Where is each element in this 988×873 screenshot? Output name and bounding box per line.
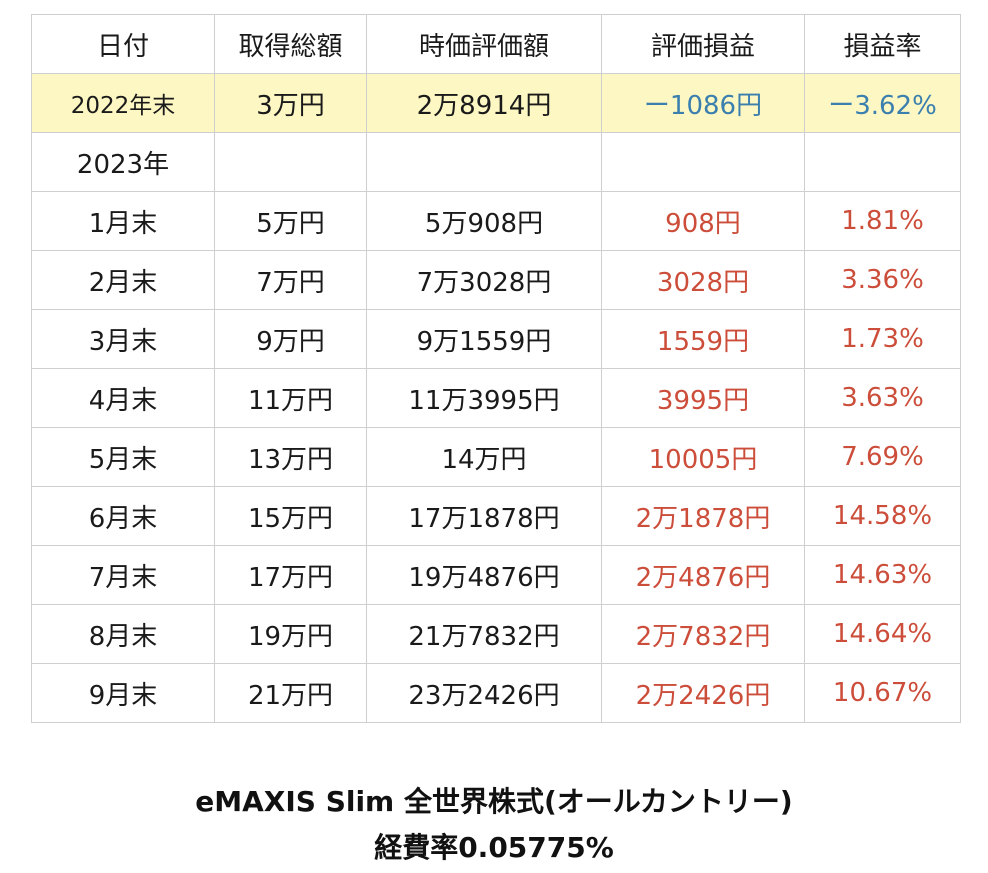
value-cell: 11万3995円	[366, 368, 602, 428]
empty-cell	[601, 132, 805, 192]
table-row: 1月末 5万円 5万908円 908円 1.81%	[31, 191, 961, 251]
header-value: 時価評価額	[366, 14, 602, 74]
value-cell: 14万円	[366, 427, 602, 487]
rate-cell: ー3.62%	[804, 73, 961, 133]
rate-cell: 10.67%	[804, 663, 961, 723]
rate-cell: 1.73%	[804, 309, 961, 369]
table-row: 9月末 21万円 23万2426円 2万2426円 10.67%	[31, 663, 961, 723]
date-cell: 4月末	[31, 368, 215, 428]
performance-table-container: 日付 取得総額 時価評価額 評価損益 損益率 2022年末 3万円 2万8914…	[31, 14, 961, 723]
cost-cell: 7万円	[214, 250, 367, 310]
pnl-cell: 1559円	[601, 309, 805, 369]
header-date: 日付	[31, 14, 215, 74]
rate-cell: 1.81%	[804, 191, 961, 251]
rate-cell: 3.63%	[804, 368, 961, 428]
empty-cell	[214, 132, 367, 192]
value-cell: 7万3028円	[366, 250, 602, 310]
cost-cell: 3万円	[214, 73, 367, 133]
pnl-cell: 2万2426円	[601, 663, 805, 723]
expense-ratio-caption: 経費率0.05775%	[374, 831, 614, 864]
pnl-cell: 3995円	[601, 368, 805, 428]
rate-cell: 14.63%	[804, 545, 961, 605]
empty-cell	[804, 132, 961, 192]
rate-cell: 14.64%	[804, 604, 961, 664]
year-label-cell: 2023年	[31, 132, 215, 192]
header-row: 日付 取得総額 時価評価額 評価損益 損益率	[31, 14, 961, 74]
cost-cell: 17万円	[214, 545, 367, 605]
table-row: 6月末 15万円 17万1878円 2万1878円 14.58%	[31, 486, 961, 546]
rate-cell: 14.58%	[804, 486, 961, 546]
table-row: 5月末 13万円 14万円 10005円 7.69%	[31, 427, 961, 487]
cost-cell: 11万円	[214, 368, 367, 428]
value-cell: 2万8914円	[366, 73, 602, 133]
date-cell: 6月末	[31, 486, 215, 546]
year-label-row: 2023年	[31, 132, 961, 192]
header-rate: 損益率	[804, 14, 961, 74]
pnl-cell: 2万7832円	[601, 604, 805, 664]
date-cell: 2月末	[31, 250, 215, 310]
pnl-cell: 2万1878円	[601, 486, 805, 546]
rate-cell: 7.69%	[804, 427, 961, 487]
date-cell: 7月末	[31, 545, 215, 605]
value-cell: 21万7832円	[366, 604, 602, 664]
value-cell: 9万1559円	[366, 309, 602, 369]
fund-name-caption: eMAXIS Slim 全世界株式(オールカントリー)	[195, 785, 793, 818]
table-row: 4月末 11万円 11万3995円 3995円 3.63%	[31, 368, 961, 428]
date-cell: 9月末	[31, 663, 215, 723]
value-cell: 17万1878円	[366, 486, 602, 546]
pnl-cell: ー1086円	[601, 73, 805, 133]
performance-table: 日付 取得総額 時価評価額 評価損益 損益率 2022年末 3万円 2万8914…	[31, 14, 961, 723]
table-row: 8月末 19万円 21万7832円 2万7832円 14.64%	[31, 604, 961, 664]
cost-cell: 9万円	[214, 309, 367, 369]
pnl-cell: 2万4876円	[601, 545, 805, 605]
date-cell: 5月末	[31, 427, 215, 487]
pnl-cell: 908円	[601, 191, 805, 251]
date-cell: 1月末	[31, 191, 215, 251]
table-row: 2月末 7万円 7万3028円 3028円 3.36%	[31, 250, 961, 310]
value-cell: 19万4876円	[366, 545, 602, 605]
rate-cell: 3.36%	[804, 250, 961, 310]
year-end-2022-row: 2022年末 3万円 2万8914円 ー1086円 ー3.62%	[31, 73, 961, 133]
cost-cell: 13万円	[214, 427, 367, 487]
pnl-cell: 10005円	[601, 427, 805, 487]
cost-cell: 5万円	[214, 191, 367, 251]
date-cell: 2022年末	[31, 73, 215, 133]
cost-cell: 19万円	[214, 604, 367, 664]
value-cell: 23万2426円	[366, 663, 602, 723]
header-pnl: 評価損益	[601, 14, 805, 74]
date-cell: 8月末	[31, 604, 215, 664]
header-cost: 取得総額	[214, 14, 367, 74]
date-cell: 3月末	[31, 309, 215, 369]
pnl-cell: 3028円	[601, 250, 805, 310]
cost-cell: 21万円	[214, 663, 367, 723]
cost-cell: 15万円	[214, 486, 367, 546]
table-row: 3月末 9万円 9万1559円 1559円 1.73%	[31, 309, 961, 369]
value-cell: 5万908円	[366, 191, 602, 251]
table-row: 7月末 17万円 19万4876円 2万4876円 14.63%	[31, 545, 961, 605]
empty-cell	[366, 132, 602, 192]
